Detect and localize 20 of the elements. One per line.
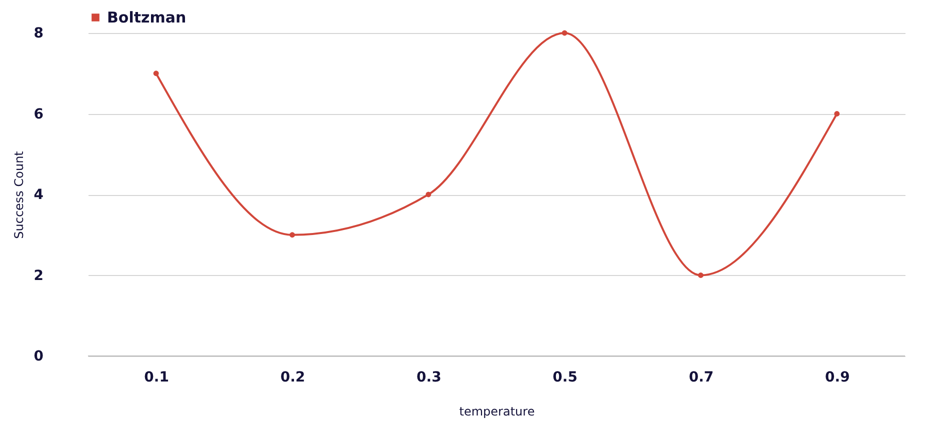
x-tick-label: 0.9 <box>825 370 850 386</box>
legend-label: Boltzman <box>107 8 186 26</box>
y-tick-label: 6 <box>34 106 44 122</box>
y-tick-label: 0 <box>34 348 44 364</box>
x-tick-label: 0.1 <box>144 370 169 386</box>
y-tick-label: 4 <box>34 187 44 203</box>
point <box>153 70 159 76</box>
point <box>562 30 568 36</box>
point <box>698 272 704 278</box>
point <box>834 111 840 116</box>
x-tick-label: 0.2 <box>280 370 306 386</box>
x-tick-label: 0.3 <box>416 370 442 386</box>
x-axis-title: temperature <box>459 404 535 418</box>
point <box>290 232 295 238</box>
y-axis-title: Success Count <box>12 150 26 239</box>
x-tick-label: 0.5 <box>552 370 578 386</box>
point <box>426 192 432 198</box>
y-tick-label: 2 <box>34 268 44 284</box>
y-tick-label: 8 <box>34 26 44 42</box>
x-tick-label: 0.7 <box>688 370 714 386</box>
